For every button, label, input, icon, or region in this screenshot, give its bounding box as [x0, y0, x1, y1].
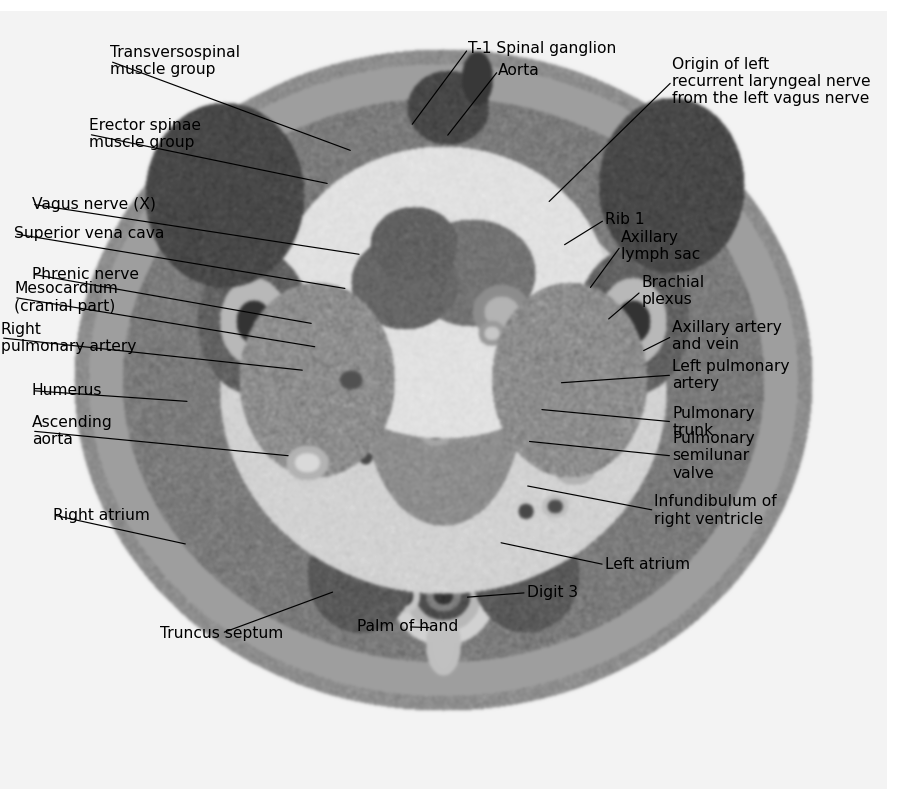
- Text: Pulmonary
trunk: Pulmonary trunk: [672, 406, 755, 438]
- Text: Transversospinal
muscle group: Transversospinal muscle group: [110, 45, 240, 78]
- Text: Origin of left
recurrent laryngeal nerve
from the left vagus nerve: Origin of left recurrent laryngeal nerve…: [672, 57, 871, 106]
- Text: Left pulmonary
artery: Left pulmonary artery: [672, 359, 790, 391]
- Text: Digit 3: Digit 3: [527, 586, 578, 600]
- Text: Right
pulmonary artery: Right pulmonary artery: [1, 322, 136, 354]
- Text: Left atrium: Left atrium: [604, 558, 690, 572]
- Text: Brachial
plexus: Brachial plexus: [641, 275, 704, 307]
- Text: Mesocardium
(cranial part): Mesocardium (cranial part): [15, 282, 118, 314]
- Text: T-1 Spinal ganglion: T-1 Spinal ganglion: [468, 42, 616, 56]
- Text: Axillary
lymph sac: Axillary lymph sac: [621, 230, 700, 262]
- Text: Rib 1: Rib 1: [604, 212, 645, 227]
- Text: Vagus nerve (X): Vagus nerve (X): [32, 197, 156, 212]
- Text: Superior vena cava: Superior vena cava: [15, 226, 164, 242]
- Text: Phrenic nerve: Phrenic nerve: [32, 266, 139, 282]
- Text: Humerus: Humerus: [32, 383, 102, 398]
- Text: Infundibulum of
right ventricle: Infundibulum of right ventricle: [655, 494, 777, 526]
- Text: Right atrium: Right atrium: [53, 507, 150, 522]
- Text: Ascending
aorta: Ascending aorta: [32, 415, 112, 447]
- Text: Aorta: Aorta: [498, 63, 540, 78]
- Text: Pulmonary
semilunar
valve: Pulmonary semilunar valve: [672, 431, 755, 481]
- Text: Erector spinae
muscle group: Erector spinae muscle group: [89, 118, 201, 150]
- Text: Axillary artery
and vein: Axillary artery and vein: [672, 320, 782, 353]
- Text: Palm of hand: Palm of hand: [357, 619, 458, 634]
- Text: Truncus septum: Truncus septum: [160, 626, 283, 641]
